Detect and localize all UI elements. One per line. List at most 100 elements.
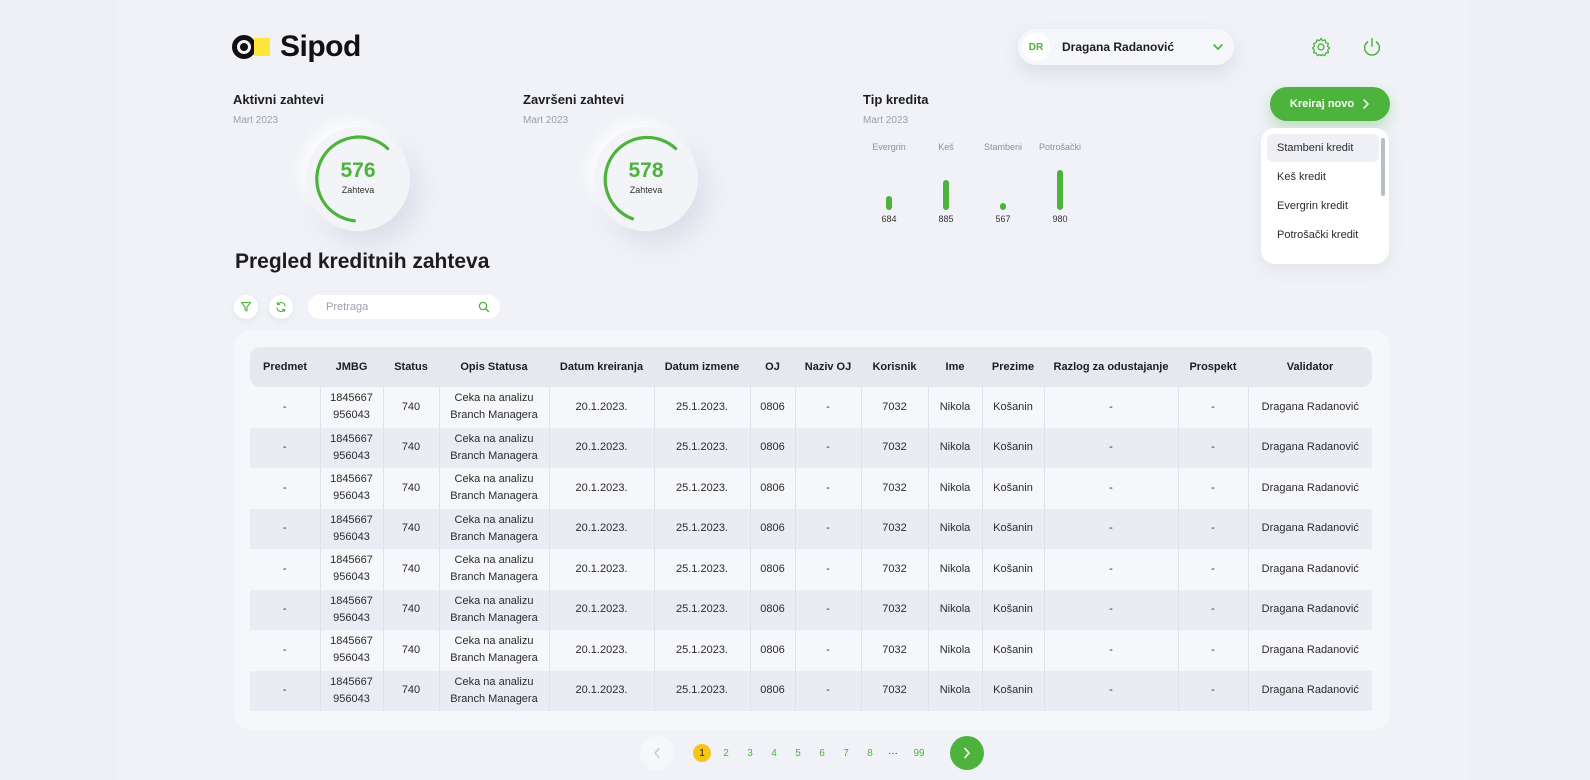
page-number-3[interactable]: 3	[738, 744, 762, 762]
pagination-next-button[interactable]	[950, 736, 984, 770]
table-cell: 20.1.2023.	[549, 670, 655, 711]
dropdown-scrollbar[interactable]	[1381, 138, 1385, 196]
logo[interactable]: Sipod	[232, 30, 361, 64]
table-cell: 20.1.2023.	[549, 589, 655, 630]
bar-column: Keš 885	[921, 142, 971, 224]
column-header[interactable]: JMBG	[335, 361, 368, 373]
completed-requests-gauge: 578 Zahteva	[594, 127, 698, 231]
credit-type-period: Mart 2023	[863, 115, 909, 126]
table-cell: Nikola	[928, 549, 983, 590]
table-cell: -	[1044, 427, 1179, 468]
search-input[interactable]	[326, 301, 478, 313]
table-header-row: Predmet JMBG Status Opis Statusa Datum kreir…	[250, 347, 1372, 387]
completed-requests-unit: Zahteva	[629, 185, 663, 195]
table-cell: -	[795, 630, 862, 671]
table-cell: 740	[383, 630, 440, 671]
page-number-7[interactable]: 7	[834, 744, 858, 762]
table-cell: 1845667 956043	[320, 589, 384, 630]
page-number-2[interactable]: 2	[714, 744, 738, 762]
power-icon[interactable]	[1361, 36, 1383, 58]
table-cell: 7032	[861, 508, 929, 549]
table-cell: -	[1178, 468, 1249, 509]
column-header[interactable]: Ime	[945, 361, 965, 373]
table-row[interactable]: -1845667 956043 740 Ceka na analizu Branch…	[250, 549, 1372, 590]
page-number-5[interactable]: 5	[786, 744, 810, 762]
bar-column: Stambeni 567	[978, 142, 1028, 224]
user-menu[interactable]: DR Dragana Radanović	[1018, 29, 1234, 65]
table-row[interactable]: -1845667 956043 740 Ceka na analizu Branch…	[250, 387, 1372, 428]
page-number-6[interactable]: 6	[810, 744, 834, 762]
column-header[interactable]: Naziv OJ	[804, 361, 852, 373]
chevron-left-icon	[654, 747, 660, 759]
search-icon[interactable]	[478, 301, 490, 313]
column-header[interactable]: Status	[394, 361, 428, 373]
table-cell: 20.1.2023.	[549, 387, 655, 428]
chevron-right-icon	[964, 747, 970, 759]
table-row[interactable]: -1845667 956043 740 Ceka na analizu Branch…	[250, 630, 1372, 671]
table-cell: 7032	[861, 630, 929, 671]
table-cell: Košanin	[982, 549, 1045, 590]
table-cell: Ceka na analizu Branch Managera	[439, 549, 550, 590]
table-cell: 740	[383, 589, 440, 630]
table-cell: -	[250, 549, 321, 590]
table-cell: Ceka na analizu Branch Managera	[439, 427, 550, 468]
table-cell: 740	[383, 670, 440, 711]
dropdown-item-stambeni[interactable]: Stambeni kredit	[1267, 134, 1379, 162]
column-header[interactable]: Razlog za odustajanje	[1053, 361, 1169, 373]
table-cell: 740	[383, 549, 440, 590]
table-row[interactable]: -1845667 956043 740 Ceka na analizu Branch…	[250, 468, 1372, 509]
bar-value-label: 684	[881, 214, 897, 224]
table-cell: Ceka na analizu Branch Managera	[439, 670, 550, 711]
column-header[interactable]: Predmet	[262, 361, 308, 373]
gear-icon[interactable]	[1310, 36, 1332, 58]
table-row[interactable]: -1845667 956043 740 Ceka na analizu Branch…	[250, 508, 1372, 549]
bar-category-label: Stambeni	[983, 142, 1023, 152]
table-cell: Dragana Radanović	[1261, 481, 1359, 494]
page-number-last[interactable]: 99	[913, 747, 925, 759]
table-cell: -	[1044, 670, 1179, 711]
table-cell: -	[795, 549, 862, 590]
table-cell: 1845667 956043	[320, 468, 384, 509]
table-row[interactable]: -1845667 956043 740 Ceka na analizu Branch…	[250, 589, 1372, 630]
column-header[interactable]: OJ	[765, 361, 780, 373]
table-cell: 25.1.2023.	[654, 589, 751, 630]
table-cell: Dragana Radanović	[1261, 522, 1359, 535]
dropdown-item-kes[interactable]: Keš kredit	[1277, 171, 1326, 183]
table-cell: 25.1.2023.	[654, 387, 751, 428]
filter-button[interactable]	[234, 295, 258, 319]
page-number-4[interactable]: 4	[762, 744, 786, 762]
column-header[interactable]: Prezime	[991, 361, 1035, 373]
filter-icon	[240, 301, 252, 312]
column-header[interactable]: Korisnik	[872, 361, 917, 373]
active-requests-gauge: 576 Zahteva	[306, 127, 410, 231]
refresh-button[interactable]	[269, 295, 293, 319]
table-row[interactable]: -1845667 956043 740 Ceka na analizu Branch…	[250, 427, 1372, 468]
table-row[interactable]: -1845667 956043 740 Ceka na analizu Branch…	[250, 670, 1372, 711]
table-cell: 0806	[750, 427, 796, 468]
page-number-1[interactable]: 1	[690, 744, 714, 762]
table-cell: Nikola	[928, 468, 983, 509]
table-cell: -	[795, 508, 862, 549]
table-cell: -	[1044, 549, 1179, 590]
table-cell: Dragana Radanović	[1261, 441, 1359, 454]
column-header[interactable]: Prospekt	[1189, 361, 1237, 373]
create-new-label: Kreiraj novo	[1289, 98, 1355, 110]
column-header[interactable]: Validator	[1286, 361, 1334, 373]
table-cell: 20.1.2023.	[549, 508, 655, 549]
table-cell: 7032	[861, 589, 929, 630]
column-header[interactable]: Datum kreiranja	[559, 361, 644, 373]
bar-column: Potrošački 980	[1035, 142, 1085, 224]
table-cell: 1845667 956043	[320, 387, 384, 428]
page-number-label: 5	[795, 747, 801, 759]
dropdown-item-potrosacki[interactable]: Potrošački kredit	[1277, 229, 1359, 241]
requests-table-card: Predmet JMBG Status Opis Statusa Datum kreir…	[234, 330, 1390, 730]
create-new-button[interactable]: Kreiraj novo	[1270, 87, 1390, 121]
active-requests-unit: Zahteva	[341, 185, 375, 195]
column-header[interactable]: Datum izmene	[664, 361, 740, 373]
table-cell: -	[1044, 387, 1179, 428]
pagination-prev-button[interactable]	[640, 736, 674, 770]
page-number-8[interactable]: 8	[858, 744, 882, 762]
column-header[interactable]: Opis Statusa	[460, 361, 528, 373]
chevron-down-icon[interactable]	[1212, 41, 1224, 53]
dropdown-item-evergrin[interactable]: Evergrin kredit	[1277, 200, 1348, 212]
